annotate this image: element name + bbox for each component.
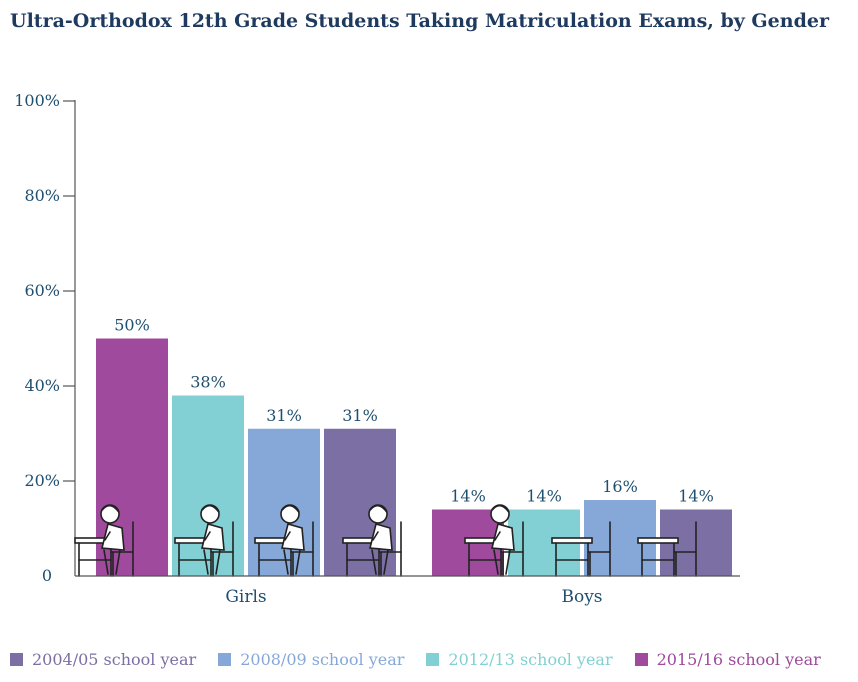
- legend-item: 2012/13 school year: [426, 649, 613, 669]
- legend-item: 2015/16 school year: [634, 649, 821, 669]
- data-label: 50%: [114, 316, 150, 335]
- y-tick-label: 80%: [24, 186, 60, 205]
- y-tick-label: 100%: [14, 91, 60, 110]
- data-label: 31%: [266, 406, 302, 425]
- student-at-desk-illustration: [342, 504, 402, 577]
- student-at-desk-illustration: [174, 504, 234, 577]
- x-category-label: Boys: [561, 587, 602, 607]
- data-label: 38%: [190, 373, 226, 392]
- empty-desk-illustration: [551, 521, 611, 577]
- chart-title: Ultra-Orthodox 12th Grade Students Takin…: [10, 10, 829, 32]
- legend-label: 2004/05 school year: [32, 649, 197, 669]
- student-at-desk-illustration: [464, 504, 524, 577]
- data-label: 14%: [450, 487, 486, 506]
- legend-swatch: [634, 652, 648, 666]
- student-at-desk-illustration: [74, 504, 134, 577]
- empty-desk-illustration: [637, 521, 697, 577]
- data-label: 16%: [602, 477, 638, 496]
- y-tick-label: 40%: [24, 376, 60, 395]
- legend-item: 2008/09 school year: [218, 650, 404, 669]
- legend-label: 2015/16 school year: [656, 649, 821, 669]
- data-label: 14%: [526, 487, 562, 506]
- data-label: 14%: [678, 487, 714, 506]
- legend-swatch: [426, 652, 440, 666]
- legend-swatch: [218, 652, 232, 666]
- bar: [324, 428, 396, 576]
- y-tick-label: 0: [42, 566, 52, 585]
- legend-item: 2004/05 school year: [10, 650, 196, 669]
- data-label: 31%: [342, 406, 378, 425]
- y-tick-label: 60%: [24, 281, 60, 300]
- student-at-desk-illustration: [254, 504, 314, 577]
- x-category-label: Girls: [225, 587, 266, 607]
- legend-label: 2008/09 school year: [240, 649, 405, 669]
- legend: 2004/05 school year 2008/09 school year 20…: [10, 648, 821, 670]
- legend-swatch: [10, 652, 23, 666]
- y-tick-label: 20%: [24, 471, 60, 490]
- legend-label: 2012/13 school year: [448, 649, 613, 669]
